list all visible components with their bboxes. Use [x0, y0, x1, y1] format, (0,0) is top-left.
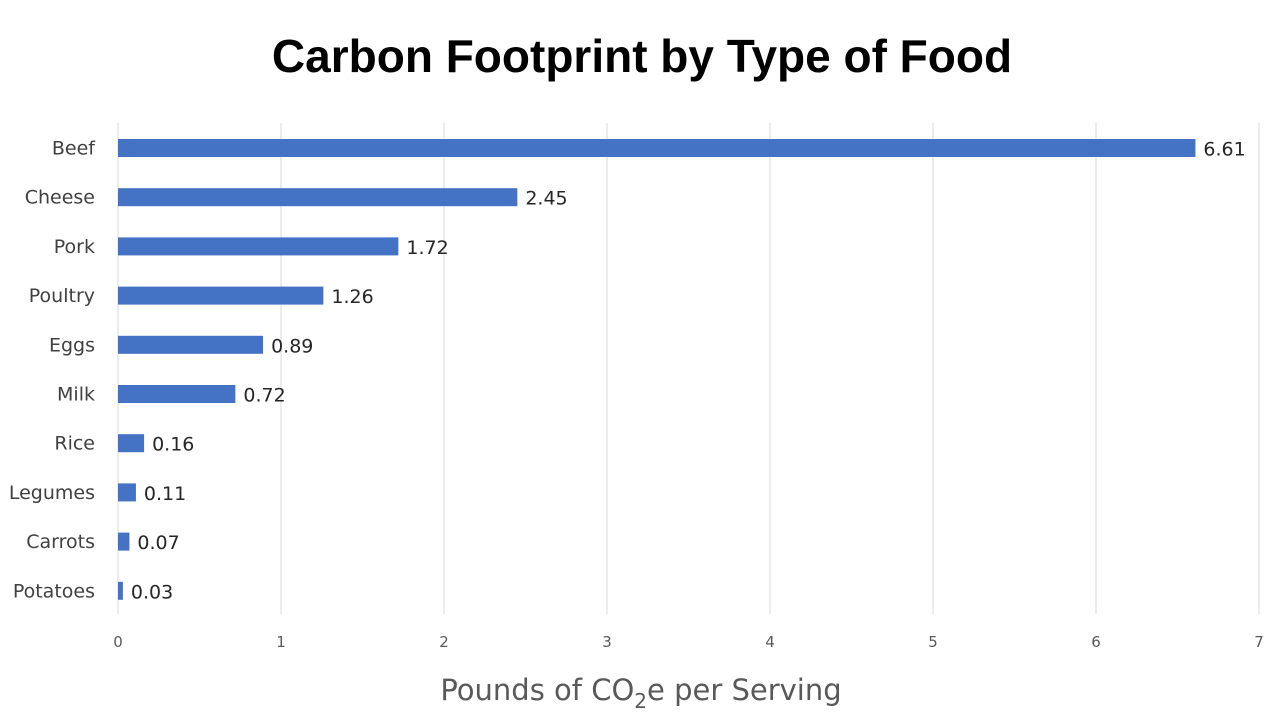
data-label: 6.61	[1203, 139, 1245, 161]
bar	[118, 434, 145, 453]
x-tick-label: 6	[1091, 633, 1101, 651]
bar	[118, 532, 130, 551]
data-labels: 6.61 2.45 1.72 1.26 0.89 0.72 0.16 0.11 0.07 0.03	[131, 139, 1246, 604]
chart-title: Carbon Footprint by Type of Food	[272, 30, 1012, 82]
x-axis-title-subscript: 2	[634, 689, 647, 713]
category-label: Cheese	[25, 187, 95, 209]
x-tick-label: 4	[765, 633, 775, 651]
data-label: 1.26	[331, 286, 373, 308]
category-label: Pork	[54, 236, 95, 258]
category-label: Poultry	[29, 285, 95, 307]
x-tick-label: 1	[276, 633, 286, 651]
x-axis-title: Pounds of CO2e per Serving	[440, 673, 841, 713]
x-axis-title-part-2: e per Serving	[647, 673, 842, 707]
x-tick-labels: 0 1 2 3 4 5 6 7	[113, 633, 1264, 651]
bar	[118, 581, 123, 600]
data-label: 1.72	[406, 237, 448, 259]
x-tick-label: 0	[113, 633, 123, 651]
category-label: Milk	[57, 384, 95, 406]
x-tick-label: 5	[928, 633, 938, 651]
x-tick-label: 3	[602, 633, 612, 651]
category-label: Carrots	[26, 531, 95, 553]
data-label: 2.45	[525, 188, 567, 210]
category-labels: Beef Cheese Pork Poultry Eggs Milk Rice Legumes…	[9, 138, 96, 603]
data-label: 0.03	[131, 581, 173, 603]
x-tick-label: 7	[1254, 633, 1264, 651]
bar	[118, 237, 399, 256]
category-label: Eggs	[49, 334, 95, 356]
bar	[118, 483, 136, 502]
data-label: 0.89	[271, 335, 313, 357]
bar	[118, 385, 236, 403]
data-label: 0.11	[144, 483, 186, 505]
x-axis-title-part-1: Pounds of CO	[440, 673, 634, 707]
bars	[118, 139, 1196, 600]
bar	[118, 139, 1196, 157]
category-label: Rice	[54, 433, 95, 455]
bar	[118, 335, 264, 354]
category-label: Legumes	[9, 482, 95, 504]
data-label: 0.07	[137, 532, 179, 554]
category-label: Potatoes	[13, 580, 95, 602]
data-label: 0.16	[152, 434, 194, 456]
data-label: 0.72	[243, 385, 285, 407]
x-tick-label: 2	[439, 633, 449, 651]
bar	[118, 188, 518, 207]
category-label: Beef	[52, 138, 96, 160]
bar	[118, 286, 324, 305]
